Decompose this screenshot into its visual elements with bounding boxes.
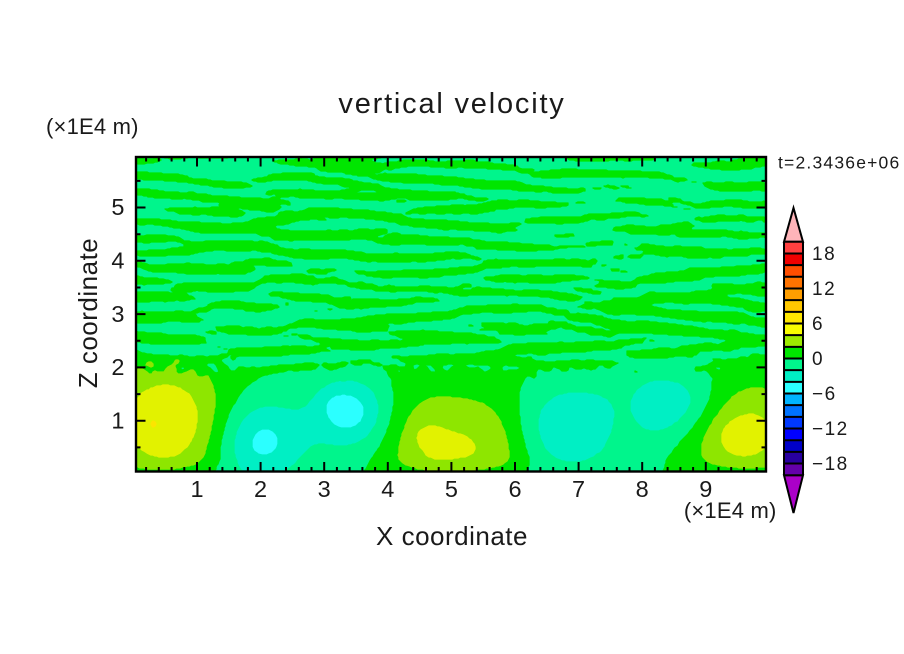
svg-text:4: 4 [381, 476, 394, 502]
svg-text:4: 4 [111, 248, 124, 274]
svg-text:3: 3 [318, 476, 331, 502]
svg-text:Z coordinate: Z coordinate [73, 238, 103, 389]
svg-text:t=2.3436e+06: t=2.3436e+06 [778, 153, 900, 173]
svg-text:−12: −12 [812, 419, 849, 440]
svg-text:3: 3 [111, 301, 124, 327]
svg-text:2: 2 [254, 476, 267, 502]
svg-text:vertical velocity: vertical velocity [338, 88, 565, 120]
svg-text:6: 6 [508, 476, 521, 502]
svg-text:8: 8 [636, 476, 649, 502]
svg-text:9: 9 [699, 476, 712, 502]
svg-text:X coordinate: X coordinate [376, 521, 528, 551]
svg-text:12: 12 [812, 279, 836, 300]
svg-text:(×1E4 m): (×1E4 m) [684, 498, 777, 523]
svg-text:5: 5 [445, 476, 458, 502]
svg-text:0: 0 [812, 349, 824, 370]
svg-text:7: 7 [572, 476, 585, 502]
svg-text:(×1E4 m): (×1E4 m) [46, 114, 139, 139]
svg-text:1: 1 [190, 476, 203, 502]
svg-text:−6: −6 [812, 384, 837, 405]
svg-text:6: 6 [812, 314, 824, 335]
svg-text:−18: −18 [812, 454, 849, 475]
svg-text:5: 5 [111, 194, 124, 220]
svg-text:2: 2 [111, 354, 124, 380]
svg-text:1: 1 [111, 407, 124, 433]
svg-text:18: 18 [812, 244, 836, 265]
